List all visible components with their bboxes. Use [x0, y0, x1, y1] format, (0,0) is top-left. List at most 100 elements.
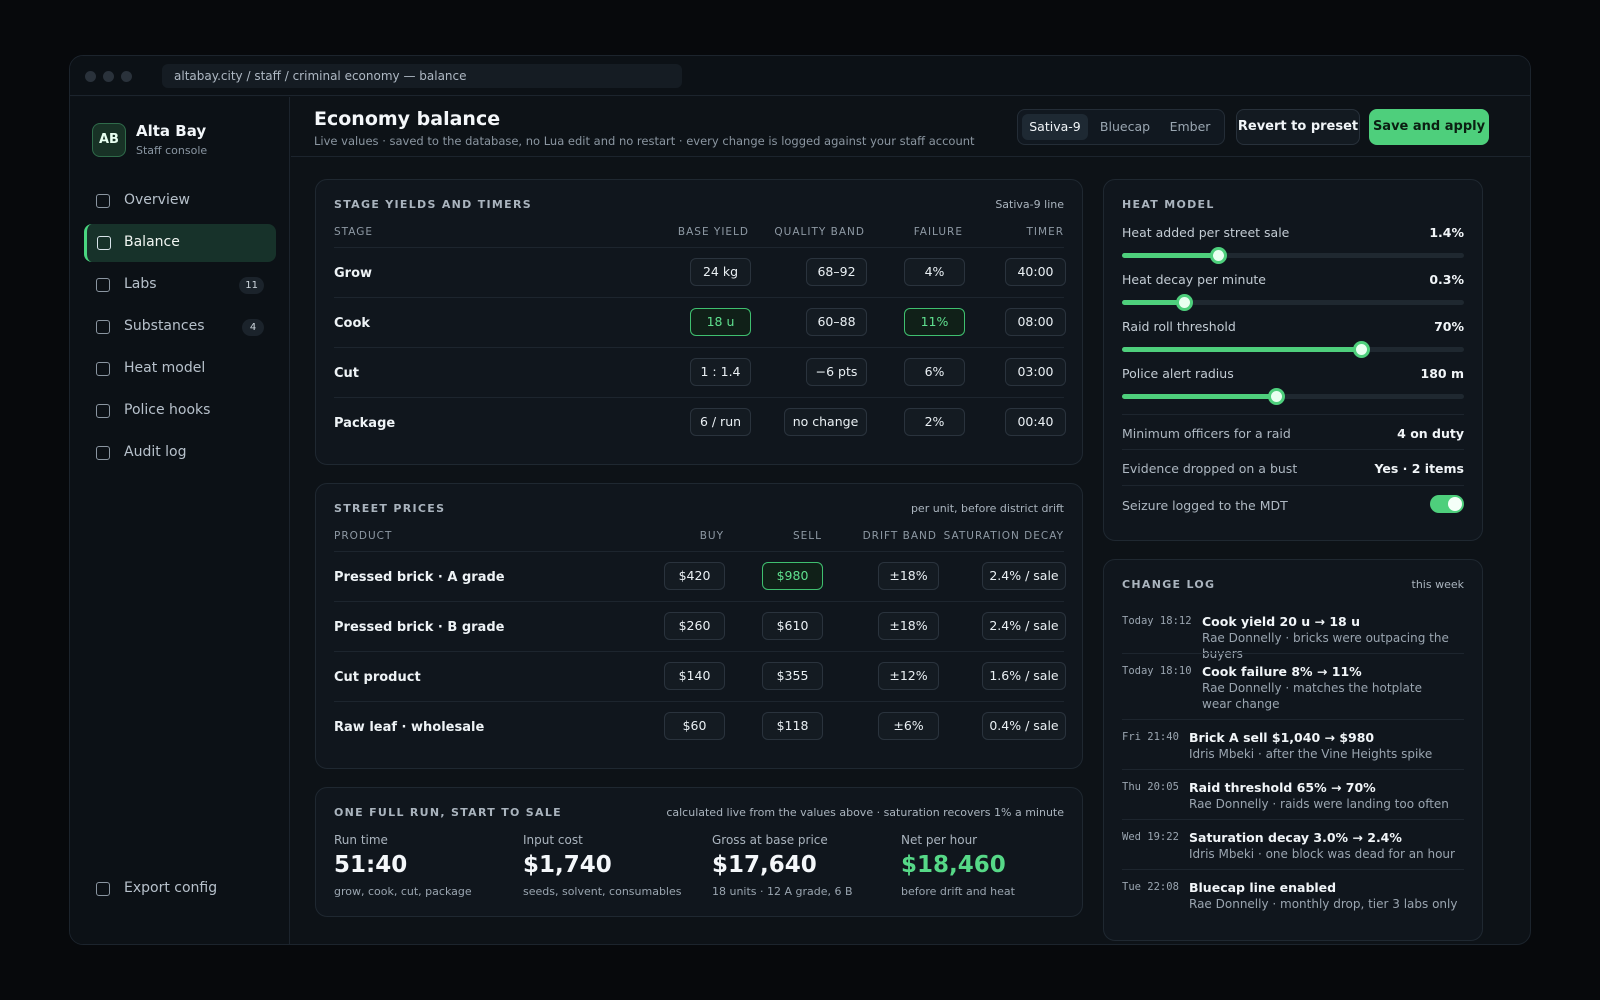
app-window: altabay.city / staff / criminal economy …	[69, 55, 1531, 945]
failure-input[interactable]: 2%	[904, 408, 965, 436]
log-time: Fri 21:40	[1122, 731, 1179, 743]
slider-label: Police alert radius	[1122, 366, 1234, 381]
sidebar-item-substances[interactable]: Substances 4	[84, 308, 276, 346]
preset-tab-sativa-9[interactable]: Sativa-9	[1022, 114, 1088, 140]
slider-label: Raid roll threshold	[1122, 319, 1236, 334]
card-title: CHANGE LOG	[1122, 578, 1216, 591]
quality-band-input[interactable]: 60–88	[806, 308, 867, 336]
divider	[1122, 719, 1464, 720]
slider-fill	[1122, 300, 1184, 305]
url-bar[interactable]: altabay.city / staff / criminal economy …	[162, 64, 682, 88]
slider-thumb[interactable]	[1267, 388, 1285, 405]
export-config-button[interactable]: Export config	[84, 870, 276, 908]
card-note: this week	[1411, 578, 1464, 591]
alert-radius-slider[interactable]	[1122, 388, 1464, 405]
divider	[1122, 769, 1464, 770]
slider-thumb[interactable]	[1353, 341, 1371, 358]
divider	[1122, 449, 1464, 450]
checkbox-icon	[96, 320, 110, 334]
failure-input[interactable]: 6%	[904, 358, 965, 386]
log-time: Today 18:12	[1122, 615, 1192, 627]
log-time: Thu 20:05	[1122, 781, 1179, 793]
card-title: STAGE YIELDS AND TIMERS	[334, 198, 532, 211]
sell-price-input[interactable]: $980	[762, 562, 823, 590]
stat-sub: 18 units · 12 A grade, 6 B	[712, 885, 853, 898]
column-header: TIMER	[1026, 226, 1064, 238]
main-content: Economy balance Live values · saved to t…	[291, 97, 1530, 944]
failure-input[interactable]: 4%	[904, 258, 965, 286]
checkbox-icon	[96, 362, 110, 376]
card-title: HEAT MODEL	[1122, 198, 1215, 211]
buy-price-input[interactable]: $60	[664, 712, 725, 740]
divider	[1122, 414, 1464, 415]
column-header: QUALITY BAND	[774, 226, 865, 238]
seizure-logged-toggle[interactable]	[1430, 495, 1464, 513]
column-header: SELL	[793, 530, 822, 542]
window-close-dot[interactable]	[85, 71, 96, 82]
stat-label: Run time	[334, 833, 388, 847]
log-title: Brick A sell $1,040 → $980	[1189, 730, 1375, 745]
sell-price-input[interactable]: $610	[762, 612, 823, 640]
divider	[1122, 819, 1464, 820]
buy-price-input[interactable]: $420	[664, 562, 725, 590]
preset-tab-bluecap[interactable]: Bluecap	[1099, 119, 1151, 134]
divider	[334, 397, 1064, 398]
min-officers-value[interactable]: 4 on duty	[1397, 426, 1464, 441]
saturation-decay-input[interactable]: 0.4% / sale	[982, 712, 1066, 740]
window-minimize-dot[interactable]	[103, 71, 114, 82]
quality-band-input[interactable]: no change	[784, 408, 867, 436]
column-header: DRIFT BAND	[862, 530, 937, 542]
base-yield-input[interactable]: 1 : 1.4	[690, 358, 751, 386]
save-and-apply-button[interactable]: Save and apply	[1369, 109, 1489, 145]
sidebar-item-overview[interactable]: Overview	[84, 182, 276, 220]
heat-decay-slider[interactable]	[1122, 294, 1464, 311]
heat-per-sale-slider[interactable]	[1122, 247, 1464, 264]
sidebar-item-balance[interactable]: Balance	[84, 224, 276, 262]
base-yield-input[interactable]: 24 kg	[690, 258, 751, 286]
slider-label: Heat added per street sale	[1122, 225, 1290, 240]
column-header: PRODUCT	[334, 530, 393, 542]
setting-label: Evidence dropped on a bust	[1122, 461, 1298, 476]
buy-price-input[interactable]: $260	[664, 612, 725, 640]
drift-band-input[interactable]: ±18%	[878, 612, 939, 640]
sidebar-item-label: Overview	[124, 192, 190, 208]
base-yield-input[interactable]: 18 u	[690, 308, 751, 336]
drift-band-input[interactable]: ±12%	[878, 662, 939, 690]
drift-band-input[interactable]: ±18%	[878, 562, 939, 590]
timer-input[interactable]: 03:00	[1005, 358, 1066, 386]
revert-to-preset-button[interactable]: Revert to preset	[1236, 109, 1360, 145]
setting-label: Seizure logged to the MDT	[1122, 498, 1288, 513]
sidebar-item-audit-log[interactable]: Audit log	[84, 434, 276, 472]
sidebar-item-heat-model[interactable]: Heat model	[84, 350, 276, 388]
sidebar-item-label: Heat model	[124, 360, 206, 376]
saturation-decay-input[interactable]: 2.4% / sale	[982, 612, 1066, 640]
sidebar-item-labs[interactable]: Labs 11	[84, 266, 276, 304]
quality-band-input[interactable]: 68–92	[806, 258, 867, 286]
sell-price-input[interactable]: $355	[762, 662, 823, 690]
buy-price-input[interactable]: $140	[664, 662, 725, 690]
timer-input[interactable]: 00:40	[1005, 408, 1066, 436]
sell-price-input[interactable]: $118	[762, 712, 823, 740]
saturation-decay-input[interactable]: 1.6% / sale	[982, 662, 1066, 690]
preset-tab-ember[interactable]: Ember	[1169, 119, 1211, 134]
drift-band-input[interactable]: ±6%	[878, 712, 939, 740]
base-yield-input[interactable]: 6 / run	[690, 408, 751, 436]
sidebar-item-police-hooks[interactable]: Police hooks	[84, 392, 276, 430]
slider-label: Heat decay per minute	[1122, 272, 1266, 287]
log-time: Today 18:10	[1122, 665, 1192, 677]
toggle-knob	[1448, 497, 1462, 511]
title-bar: altabay.city / staff / criminal economy …	[70, 56, 1530, 96]
failure-input[interactable]: 11%	[904, 308, 965, 336]
saturation-decay-input[interactable]: 2.4% / sale	[982, 562, 1066, 590]
window-maximize-dot[interactable]	[121, 71, 132, 82]
stage-yields-card: STAGE YIELDS AND TIMERS Sativa-9 line ST…	[315, 179, 1083, 465]
stat-value: $17,640	[712, 852, 817, 878]
slider-thumb[interactable]	[1175, 294, 1193, 311]
checkbox-icon	[96, 446, 110, 460]
raid-threshold-slider[interactable]	[1122, 341, 1464, 358]
quality-band-input[interactable]: −6 pts	[806, 358, 867, 386]
timer-input[interactable]: 40:00	[1005, 258, 1066, 286]
evidence-dropped-value[interactable]: Yes · 2 items	[1374, 461, 1464, 476]
timer-input[interactable]: 08:00	[1005, 308, 1066, 336]
slider-thumb[interactable]	[1209, 247, 1227, 264]
